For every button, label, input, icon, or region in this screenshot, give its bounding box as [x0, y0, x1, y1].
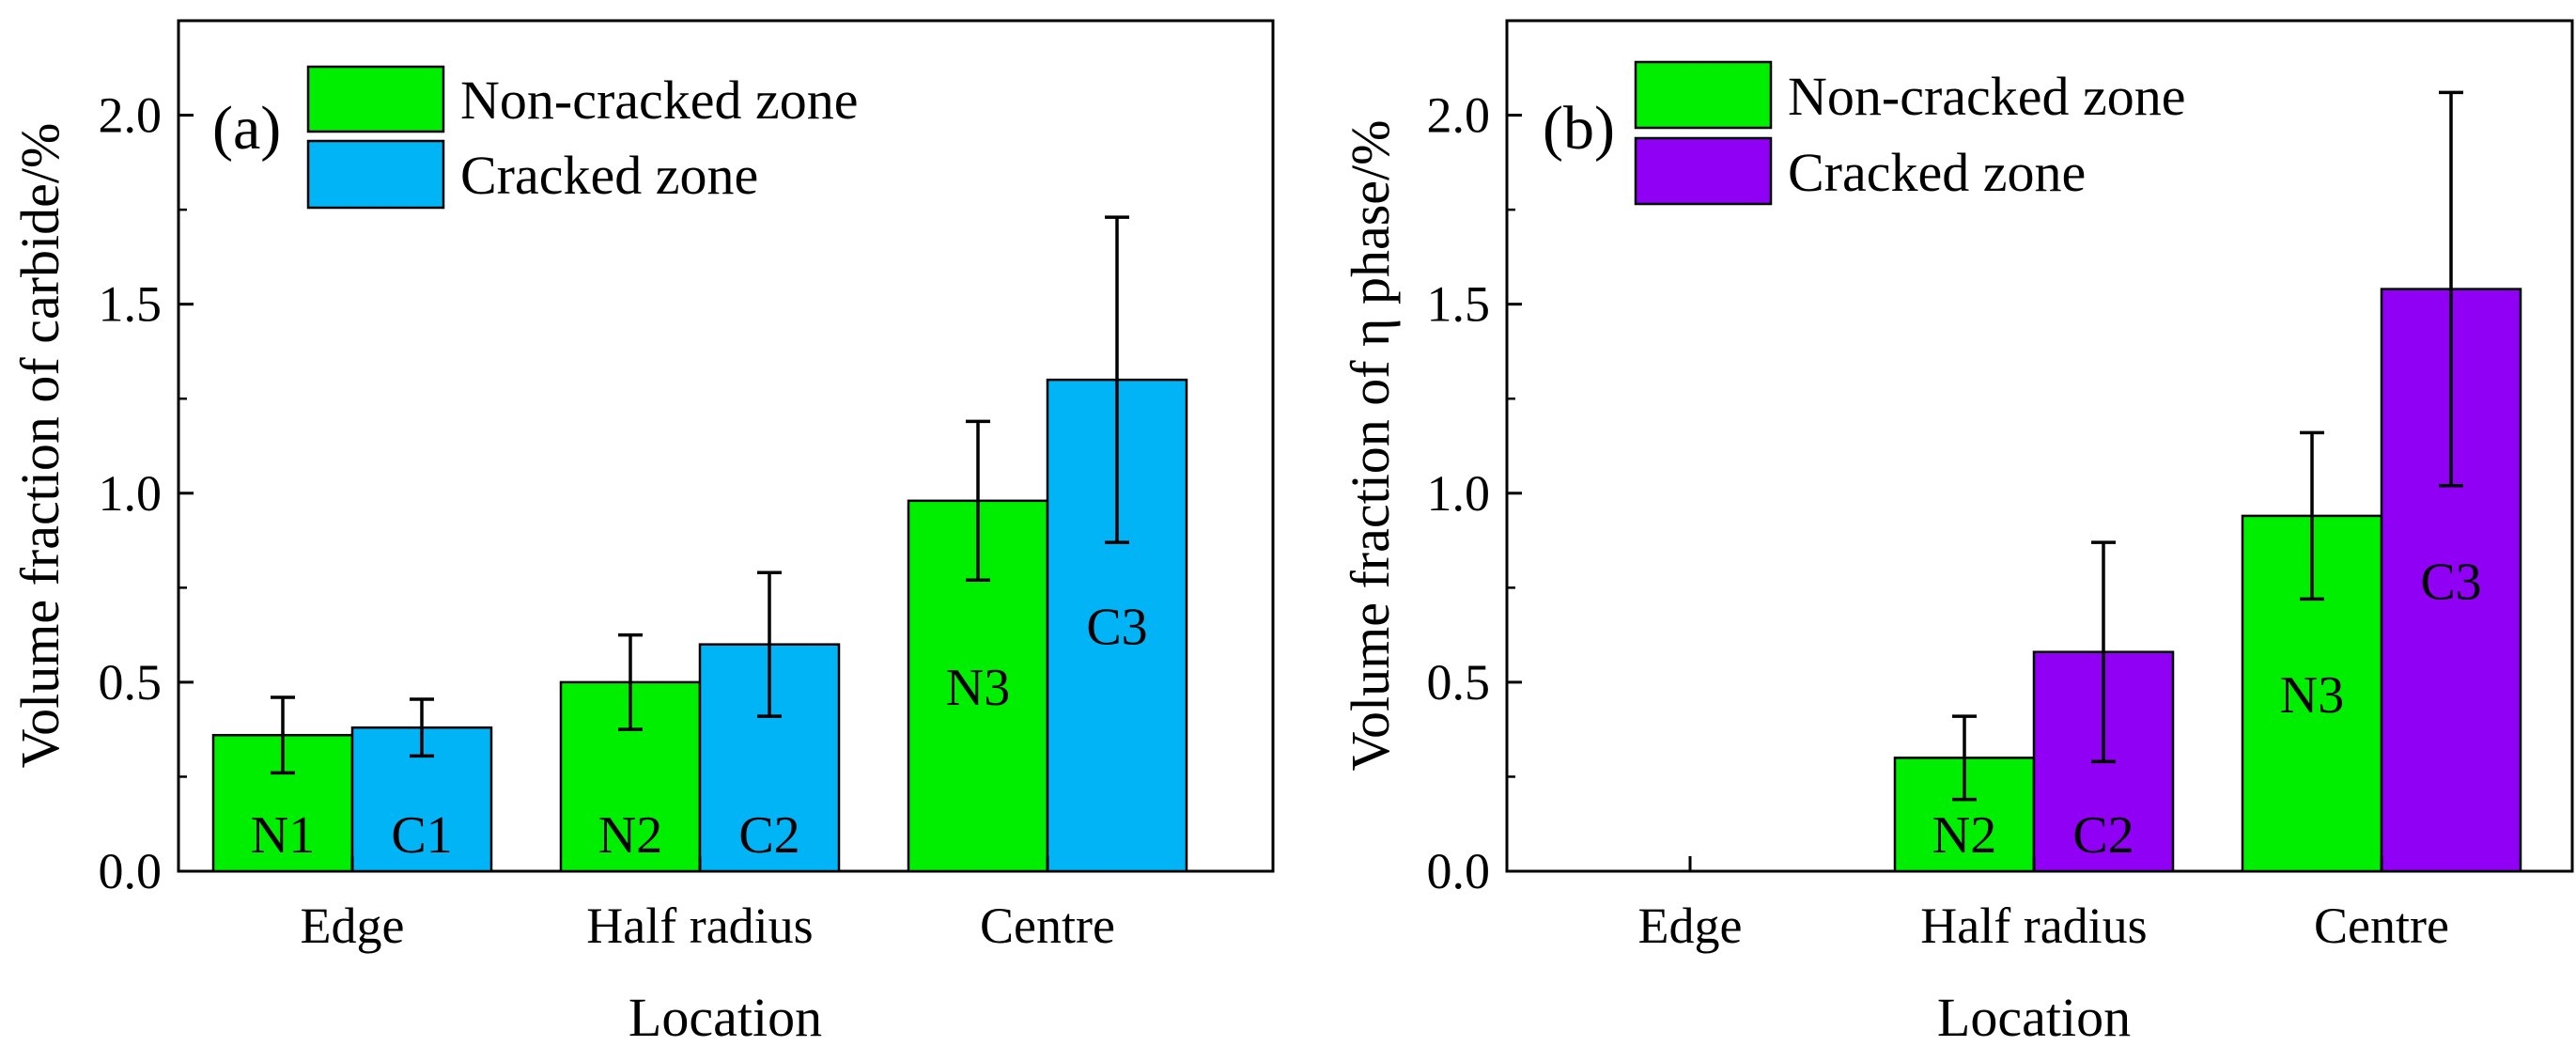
legend-swatch-non-cracked — [1634, 60, 1773, 130]
y-axis-ticks: 0.0 0.5 1.0 1.5 2.0 — [1427, 87, 1522, 899]
bar-label: N3 — [946, 659, 1010, 717]
y-tick-label: 0.0 — [1427, 843, 1491, 899]
bar-label: N3 — [2280, 666, 2344, 725]
y-tick-label: 0.5 — [1427, 654, 1491, 711]
x-axis-ticks: Edge Half radius Centre — [301, 856, 1115, 954]
x-tick-label: Edge — [301, 898, 405, 954]
bar-label: N2 — [598, 806, 662, 865]
panel-label: (b) — [1543, 94, 1615, 163]
panel-label: (a) — [212, 94, 281, 163]
y-axis-title: Volume fraction of η phase/% — [1340, 120, 1401, 772]
bar-label: C2 — [738, 806, 799, 865]
legend-swatch-cracked — [306, 139, 445, 210]
legend-label-cracked: Cracked zone — [460, 145, 758, 206]
y-tick-label: 1.5 — [99, 276, 163, 333]
panel-eta-phase: N2 N3 C2 C3 0.0 0.5 1.0 1.5 2.0 Edge Half radius… — [1340, 19, 2574, 1048]
bar-label: C3 — [2420, 553, 2481, 611]
y-axis-ticks: 0.0 0.5 1.0 1.5 2.0 — [99, 87, 194, 899]
x-tick-label: Half radius — [1920, 898, 2147, 954]
legend-label-non-cracked: Non-cracked zone — [460, 70, 858, 131]
bar-label: C1 — [391, 806, 452, 865]
bar-label: C3 — [1086, 599, 1147, 657]
x-tick-label: Half radius — [586, 898, 813, 954]
bar-label: N2 — [1932, 806, 1996, 865]
y-tick-label: 0.5 — [99, 654, 163, 711]
x-axis-title: Location — [1937, 987, 2131, 1048]
bar-label: C2 — [2072, 806, 2134, 865]
legend-label-non-cracked: Non-cracked zone — [1788, 66, 2185, 127]
panel-carbide: N1 N2 N3 C1 C2 C3 0.0 0.5 1.0 1.5 2.0 Edge Half ra… — [9, 19, 1275, 1048]
y-tick-label: 1.0 — [1427, 465, 1491, 522]
x-axis-ticks: Edge Half radius Centre — [1638, 856, 2449, 954]
legend-swatch-non-cracked — [306, 65, 445, 133]
x-tick-label: Centre — [2314, 898, 2449, 954]
y-tick-label: 2.0 — [1427, 87, 1491, 144]
bar-label: N1 — [251, 806, 315, 865]
y-tick-label: 1.0 — [99, 465, 163, 522]
bar-series-group: N2 N3 C2 C3 — [1893, 90, 2522, 873]
legend-swatch-cracked — [1634, 136, 1773, 206]
x-axis-title: Location — [628, 987, 822, 1048]
y-tick-label: 0.0 — [99, 843, 163, 899]
x-tick-label: Edge — [1638, 898, 1743, 954]
y-tick-label: 1.5 — [1427, 276, 1491, 333]
y-axis-title: Volume fraction of carbide/% — [9, 123, 70, 769]
legend-label-cracked: Cracked zone — [1788, 142, 2086, 203]
y-tick-label: 2.0 — [99, 87, 163, 144]
legend: Non-cracked zone Cracked zone — [306, 65, 858, 210]
legend: Non-cracked zone Cracked zone — [1634, 60, 2185, 206]
bar-series-group: N1 N2 N3 C1 C2 C3 — [211, 215, 1188, 873]
x-tick-label: Centre — [980, 898, 1115, 954]
